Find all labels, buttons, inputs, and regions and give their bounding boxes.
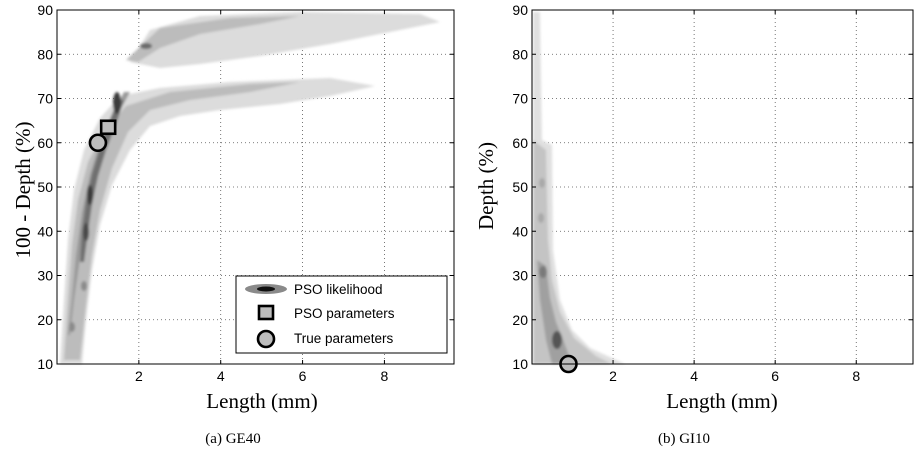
legend-swatch-pso — [257, 304, 275, 321]
contour-level-2-b — [533, 140, 612, 364]
legend-swatch-true — [256, 329, 276, 349]
y-tick-label: 30 — [37, 268, 53, 284]
y-tick-label: 40 — [512, 223, 528, 239]
legend-swatch-likelihood-core — [257, 286, 275, 292]
x-tick-label: 6 — [771, 368, 779, 384]
y-tick-label: 20 — [37, 312, 53, 328]
markers-a — [88, 119, 117, 153]
y-tick-label: 90 — [37, 2, 53, 18]
plot-frame-b — [531, 9, 914, 365]
y-axis-label-a: 100 - Depth (%) — [11, 121, 35, 258]
legend-label-likelihood: PSO likelihood — [294, 282, 383, 297]
contour-level-3-b — [537, 260, 572, 364]
plot-frame-a — [56, 9, 455, 365]
y-axis-label-b: Depth (%) — [474, 142, 498, 230]
y-tick-label: 90 — [512, 2, 528, 18]
caption-a: (a) GE40 — [205, 431, 260, 447]
y-tick-label: 80 — [512, 46, 528, 62]
grid-b — [532, 10, 913, 364]
y-tick-label: 50 — [37, 179, 53, 195]
legend-label-true: True parameters — [294, 331, 394, 346]
y-tick-label: 10 — [512, 356, 528, 372]
legend-a: PSO likelihood PSO parameters True param… — [235, 275, 448, 354]
contour-peak-a2 — [87, 185, 93, 205]
y-tick-label: 50 — [512, 179, 528, 195]
contour-peak-b3 — [538, 213, 544, 223]
contour-peak-b1 — [552, 331, 562, 349]
pso-parameters-marker — [99, 119, 117, 136]
contour-peak-a5 — [81, 281, 87, 291]
y-tick-label: 10 — [37, 356, 53, 372]
contour-peak-a4 — [140, 43, 152, 49]
ticks-a: 2 4 6 8 10 20 30 40 50 60 70 80 90 — [37, 2, 454, 384]
likelihood-contours-a — [60, 12, 440, 364]
x-tick-label: 8 — [381, 368, 389, 384]
contour-level-1-b — [533, 12, 625, 364]
y-tick-label: 30 — [512, 268, 528, 284]
x-tick-label: 2 — [609, 368, 617, 384]
y-tick-label: 70 — [37, 91, 53, 107]
grid-a — [57, 10, 454, 364]
x-tick-label: 6 — [299, 368, 307, 384]
x-axis-label-a: Length (mm) — [206, 389, 317, 413]
legend-label-pso: PSO parameters — [294, 306, 395, 321]
caption-b: (b) GI10 — [658, 431, 710, 447]
x-tick-label: 4 — [690, 368, 698, 384]
contour-level-2b-a — [126, 16, 300, 62]
x-tick-label: 4 — [217, 368, 225, 384]
contour-peak-b2 — [539, 266, 547, 278]
contour-peak-a3 — [83, 223, 89, 241]
x-axis-label-b: Length (mm) — [666, 389, 777, 413]
y-tick-label: 20 — [512, 312, 528, 328]
contour-level-4-a — [80, 100, 124, 262]
likelihood-contours-b — [533, 12, 625, 364]
y-tick-label: 60 — [37, 135, 53, 151]
contour-peak-b4 — [539, 178, 545, 188]
contour-peak-a6 — [69, 322, 75, 332]
x-tick-label: 2 — [135, 368, 143, 384]
x-tick-label: 8 — [852, 368, 860, 384]
panel-a: 2 4 6 8 10 20 30 40 50 60 70 80 90 PSO likelihood PS… — [11, 2, 455, 447]
panel-b: 2 4 6 8 10 20 30 40 50 60 70 80 90 Length (mm) Depth… — [474, 2, 914, 447]
true-parameters-marker — [88, 133, 108, 153]
y-tick-label: 40 — [37, 223, 53, 239]
contour-peak-a1 — [113, 92, 121, 114]
y-tick-label: 60 — [512, 135, 528, 151]
y-tick-label: 70 — [512, 91, 528, 107]
y-tick-label: 80 — [37, 46, 53, 62]
